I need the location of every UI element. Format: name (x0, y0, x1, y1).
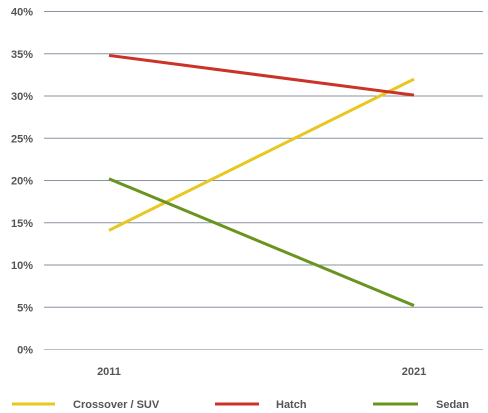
gridlines (44, 11, 483, 350)
legend-item: Crossover / SUV (12, 399, 160, 411)
y-tick-label: 20% (11, 176, 33, 188)
x-tick-label: 2011 (97, 366, 121, 378)
y-axis-ticks: 0% 5% 10% 15% 20% 25% 30% 35% 40% (11, 7, 33, 357)
y-tick-label: 0% (17, 345, 33, 357)
legend-label: Hatch (276, 399, 307, 411)
y-tick-label: 15% (11, 218, 33, 230)
series-line-hatch (108, 53, 415, 97)
y-tick-label: 25% (11, 133, 33, 145)
y-tick-label: 40% (11, 7, 33, 19)
y-tick-label: 10% (11, 260, 33, 272)
y-tick-label: 30% (11, 91, 33, 103)
legend-item: Sedan (373, 399, 469, 411)
legend: Crossover / SUV Hatch Sedan (12, 399, 469, 411)
series-line-crossover-suv (108, 77, 415, 232)
series-lines (108, 53, 415, 307)
x-axis-ticks: 2011 2021 (97, 366, 426, 378)
legend-item: Hatch (215, 399, 307, 411)
legend-label: Sedan (436, 399, 469, 411)
y-tick-label: 35% (11, 49, 33, 61)
series-line-sedan (108, 177, 415, 307)
x-tick-label: 2021 (402, 366, 426, 378)
legend-label: Crossover / SUV (73, 399, 160, 411)
y-tick-label: 5% (17, 302, 33, 314)
